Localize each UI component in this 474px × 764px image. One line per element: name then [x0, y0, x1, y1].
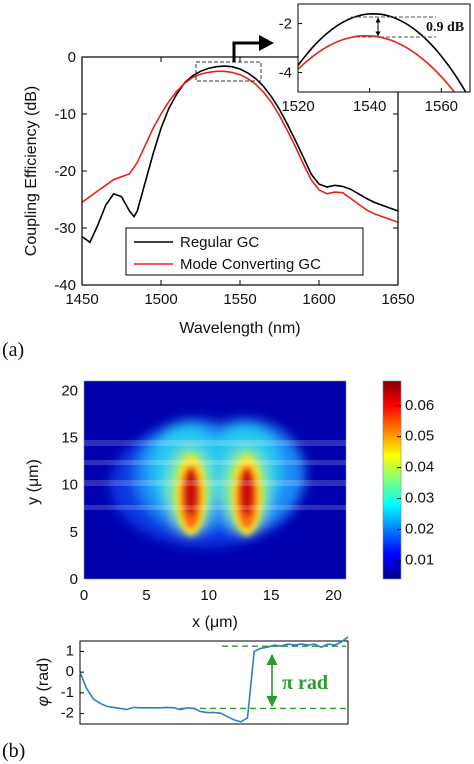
heatmap-y-tick-label: 15: [61, 430, 78, 447]
heatmap-x-tick-label: 10: [200, 587, 217, 604]
colorbar-tick-label: 0.03: [405, 490, 434, 507]
panel-b-heatmap: 0 5 10 15 20 0 5 10 15 20 x (μm) y (μm) 0.01 0.02 0…: [25, 380, 434, 631]
series-line-mode-converting-gc: [81, 70, 399, 224]
phase-axes-frame: [79, 640, 349, 725]
legend-label-regular: Regular GC: [180, 234, 259, 251]
zoom-arrow-head: [259, 35, 274, 51]
heatmap-x-tick-label: 15: [263, 587, 280, 604]
colorbar-tick-label: 0.01: [405, 551, 434, 568]
zoom-arrow-line: [232, 41, 262, 62]
phase-y-tick-label: 0: [66, 663, 74, 680]
inset-frame: [297, 3, 471, 93]
colorbar-tick-label: 0.02: [405, 521, 434, 538]
phase-y-tick-label: -2: [61, 705, 74, 722]
x-tick-label: 1650: [381, 291, 414, 308]
heatmap-y-tick-label: 20: [61, 382, 78, 399]
legend: Regular GC Mode Converting GC: [125, 227, 364, 276]
y-tick-label: 0: [68, 49, 76, 66]
phase-chart: 1 0 -1 -2 φ (rad) π rad (b): [2, 636, 349, 762]
x-tick-label: 1550: [223, 291, 256, 308]
colorbar: [382, 380, 402, 580]
zoom-region-box: [195, 61, 262, 82]
colorbar-tick-label: 0.04: [405, 459, 434, 476]
heatmap-field: [84, 381, 346, 579]
y-tick-label: -20: [54, 163, 76, 180]
inset-annotation: 0.9 dB: [426, 20, 464, 35]
heatmap-y-tick-label: 5: [70, 524, 78, 541]
inset-series-mode-converting-gc: [298, 34, 456, 92]
colorbar-tick-label: 0.05: [405, 428, 434, 445]
heatmap-stripes: [84, 440, 346, 510]
y-tick-label: -10: [54, 106, 76, 123]
x-tick-label: 1600: [302, 291, 335, 308]
inset-x-tick-label: 1520: [281, 98, 314, 115]
x-tick-label: 1450: [65, 291, 98, 308]
phase-y-axis-symbol: φ: [35, 696, 52, 706]
pi-annotation: π rad: [282, 672, 328, 694]
heatmap-frame: [83, 380, 347, 580]
heatmap-x-axis-label: x (μm): [192, 614, 238, 631]
series-line-regular-gc: [81, 65, 399, 244]
inset-series-regular-gc: [298, 12, 467, 92]
heatmap-y-tick-label: 10: [61, 477, 78, 494]
legend-box: [125, 227, 364, 276]
phase-y-axis-label: φ (rad): [35, 658, 52, 707]
legend-label-mode-converting: Mode Converting GC: [180, 256, 321, 273]
phase-y-axis-unit: (rad): [35, 658, 52, 696]
inset-chart: 0.9 dB 1520 1540 1560 -2 -4: [279, 3, 471, 115]
panel-b-label: (b): [2, 740, 25, 762]
inset-y-tick-label: -4: [279, 64, 292, 81]
inset-y-tick-label: -2: [279, 16, 292, 33]
heatmap-y-tick-label: 0: [70, 571, 78, 588]
heatmap-y-axis-label: y (μm): [25, 459, 42, 505]
phase-y-tick-label: 1: [66, 642, 74, 659]
panel-a-label: (a): [2, 339, 24, 361]
inset-x-tick-label: 1540: [353, 98, 386, 115]
phase-series-line: [79, 636, 349, 723]
panel-a-y-axis-label: Coupling Efficiency (dB): [23, 86, 40, 256]
y-tick-label: -30: [54, 220, 76, 237]
inset-x-tick-label: 1560: [425, 98, 458, 115]
heatmap-x-tick-label: 0: [80, 587, 88, 604]
colorbar-tick-label: 0.06: [405, 397, 434, 414]
y-tick-label: -40: [54, 277, 76, 294]
panel-a-x-axis-label: Wavelength (nm): [179, 320, 300, 337]
panel-a-chart: 1450 1500 1550 1600 1650 0 -10 -20 -30 -40 Wavele…: [2, 3, 471, 361]
phase-y-tick-label: -1: [61, 684, 74, 701]
heatmap-x-tick-label: 20: [325, 587, 342, 604]
x-tick-label: 1500: [144, 291, 177, 308]
heatmap-x-tick-label: 5: [142, 587, 150, 604]
